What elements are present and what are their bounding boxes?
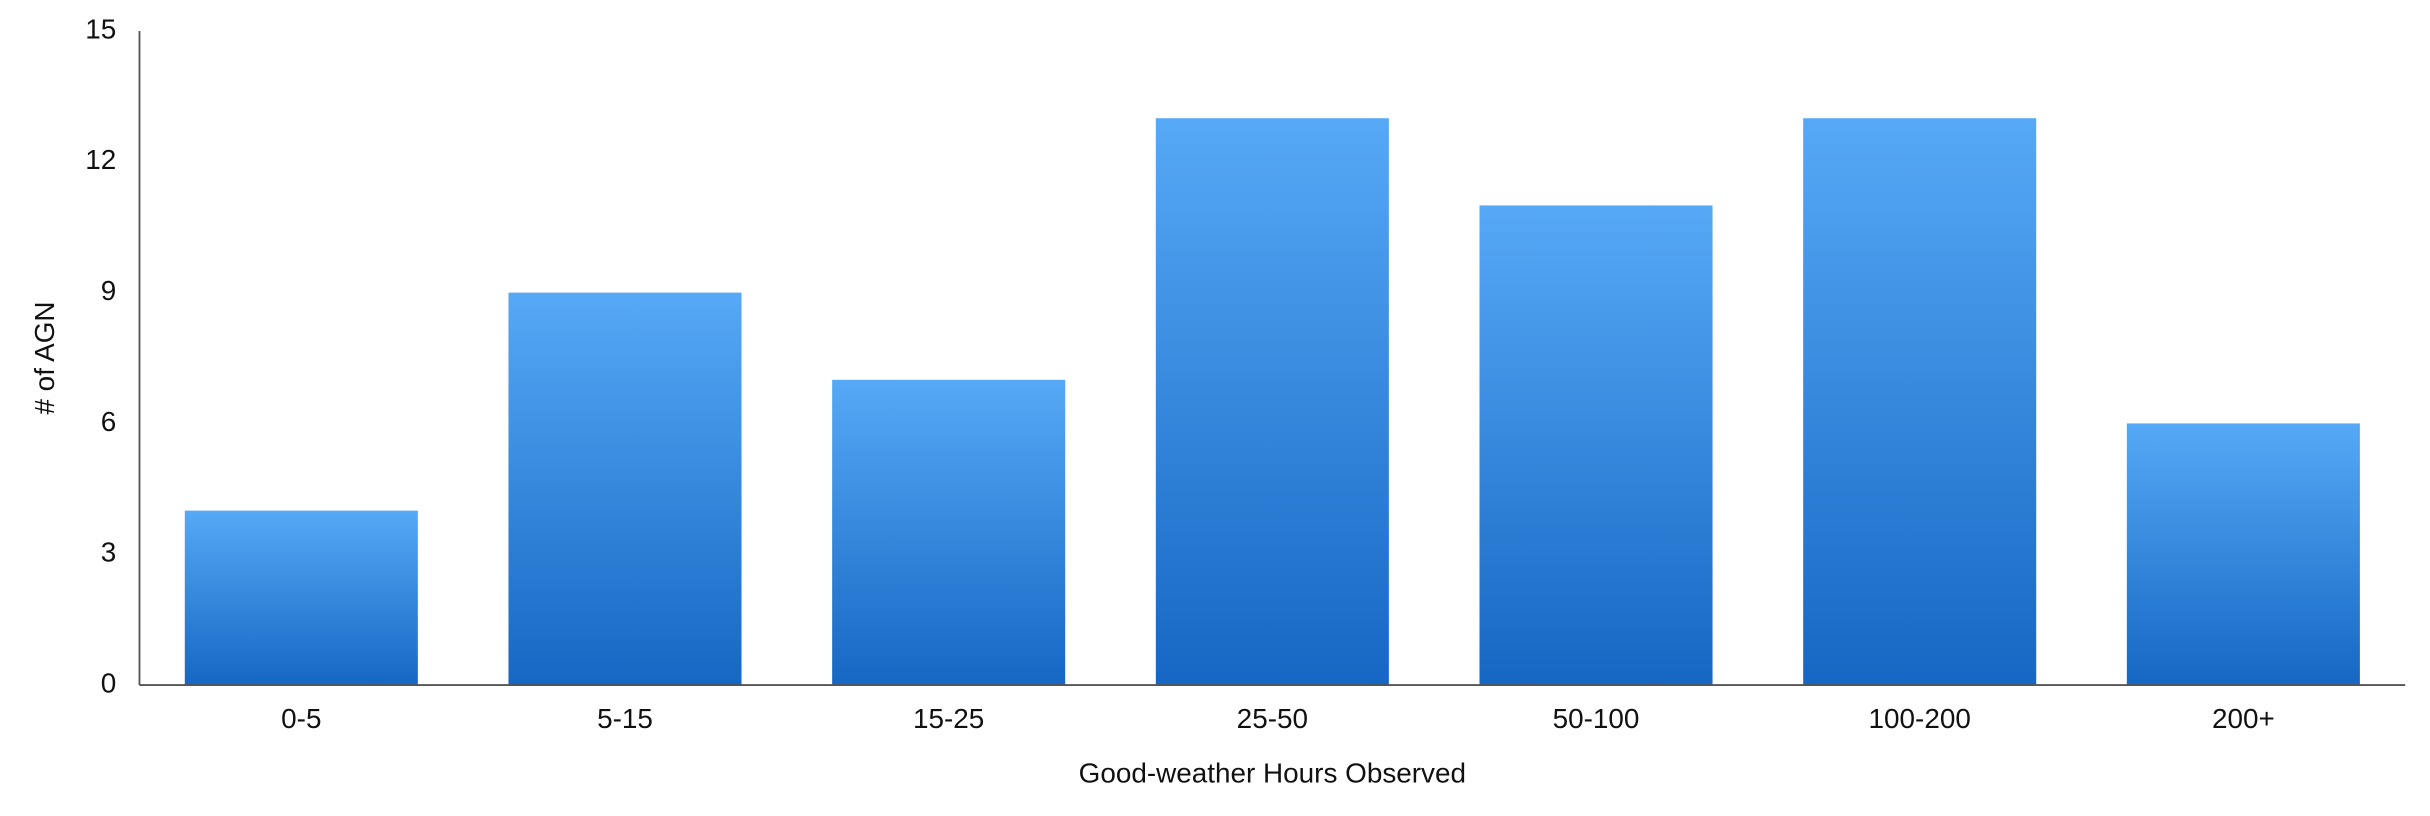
x-tick-label: 15-25 xyxy=(913,703,984,734)
bar xyxy=(508,292,742,686)
x-tick-label: 25-50 xyxy=(1237,703,1308,734)
bar xyxy=(2126,423,2360,686)
bar xyxy=(1803,118,2037,686)
x-axis-title: Good-weather Hours Observed xyxy=(1079,757,1466,788)
y-tick-label: 6 xyxy=(101,406,117,437)
y-tick-label: 12 xyxy=(85,144,116,175)
y-axis-title: # of AGN xyxy=(29,301,60,414)
bar xyxy=(832,379,1066,686)
x-tick-label: 0-5 xyxy=(281,703,321,734)
y-tick-label: 15 xyxy=(85,13,116,44)
bar xyxy=(1155,118,1389,686)
bar xyxy=(184,510,418,686)
x-tick-label: 200+ xyxy=(2212,703,2275,734)
y-tick-label: 9 xyxy=(101,275,117,306)
y-tick-label: 3 xyxy=(101,537,117,568)
y-tick-label: 0 xyxy=(101,667,117,698)
bar xyxy=(1479,205,1713,686)
x-tick-label: 5-15 xyxy=(597,703,653,734)
x-tick-label: 50-100 xyxy=(1553,703,1640,734)
x-tick-label: 100-200 xyxy=(1869,703,1971,734)
